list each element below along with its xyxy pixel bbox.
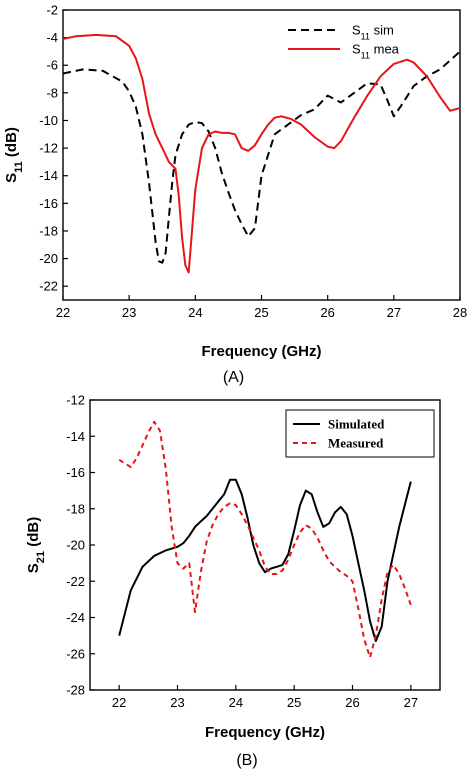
x-tick-label: 24 bbox=[188, 305, 202, 320]
panel-label: (A) bbox=[223, 369, 244, 386]
y-tick-label: -6 bbox=[46, 58, 58, 73]
y-tick-label: -16 bbox=[39, 196, 58, 211]
x-tick-label: 24 bbox=[229, 695, 243, 710]
legend: Simulated Measured bbox=[285, 409, 435, 458]
chart-panel-b: 22 23 24 25 26 27 -12 -14 -16 -18 -20 -22 -24 -26 -28 F… bbox=[25, 393, 441, 769]
panel-label: (B) bbox=[236, 752, 257, 769]
y-tick-label: -12 bbox=[66, 393, 85, 408]
y-tick-label: -26 bbox=[66, 646, 85, 661]
chart-panel-a: 22 23 24 25 26 27 28 -2 -4 -6 -8 -10 -12 -14 -16 -18 -20… bbox=[3, 3, 467, 387]
series-line bbox=[62, 50, 461, 264]
y-tick-label: -24 bbox=[66, 610, 85, 625]
series-line bbox=[62, 33, 461, 274]
y-tick-label: -14 bbox=[66, 429, 85, 444]
x-tick-label: 25 bbox=[287, 695, 301, 710]
x-axis-title: Frequency (GHz) bbox=[201, 343, 321, 360]
y-tick-label: -20 bbox=[66, 538, 85, 553]
legend-label: Simulated bbox=[328, 417, 385, 432]
x-tick-label: 22 bbox=[56, 305, 70, 320]
y-tick-label: -8 bbox=[46, 85, 58, 100]
y-tick-label: -20 bbox=[39, 251, 58, 266]
y-tick-label: -14 bbox=[39, 168, 58, 183]
x-tick-label: 26 bbox=[345, 695, 359, 710]
x-tick-label: 23 bbox=[170, 695, 184, 710]
legend-label: S11 sim bbox=[352, 23, 394, 42]
x-tick-label: 23 bbox=[122, 305, 136, 320]
x-axis-title: Frequency (GHz) bbox=[205, 724, 325, 741]
y-tick-label: -18 bbox=[66, 501, 85, 516]
plot-frame bbox=[62, 9, 461, 301]
x-tick-label: 26 bbox=[320, 305, 334, 320]
y-tick-label: -16 bbox=[66, 465, 85, 480]
x-tick-label: 25 bbox=[254, 305, 268, 320]
y-axis-title: S11 (dB) bbox=[3, 127, 25, 183]
x-tick-label: 28 bbox=[453, 305, 467, 320]
y-tick-label: -12 bbox=[39, 141, 58, 156]
legend-label: S11 mea bbox=[352, 42, 400, 61]
y-tick-label: -4 bbox=[46, 30, 58, 45]
y-tick-label: -10 bbox=[39, 113, 58, 128]
x-tick-label: 27 bbox=[404, 695, 418, 710]
legend-box bbox=[285, 409, 435, 458]
x-tick-label: 22 bbox=[112, 695, 126, 710]
y-tick-label: -28 bbox=[66, 683, 85, 698]
y-axis-title: S21 (dB) bbox=[25, 517, 47, 573]
y-tick-label: -18 bbox=[39, 223, 58, 238]
y-tick-label: -22 bbox=[39, 279, 58, 294]
y-tick-label: -22 bbox=[66, 574, 85, 589]
y-tick-label: -2 bbox=[46, 3, 58, 18]
legend-label: Measured bbox=[328, 436, 384, 451]
x-tick-label: 27 bbox=[387, 305, 401, 320]
series-line bbox=[118, 478, 412, 643]
